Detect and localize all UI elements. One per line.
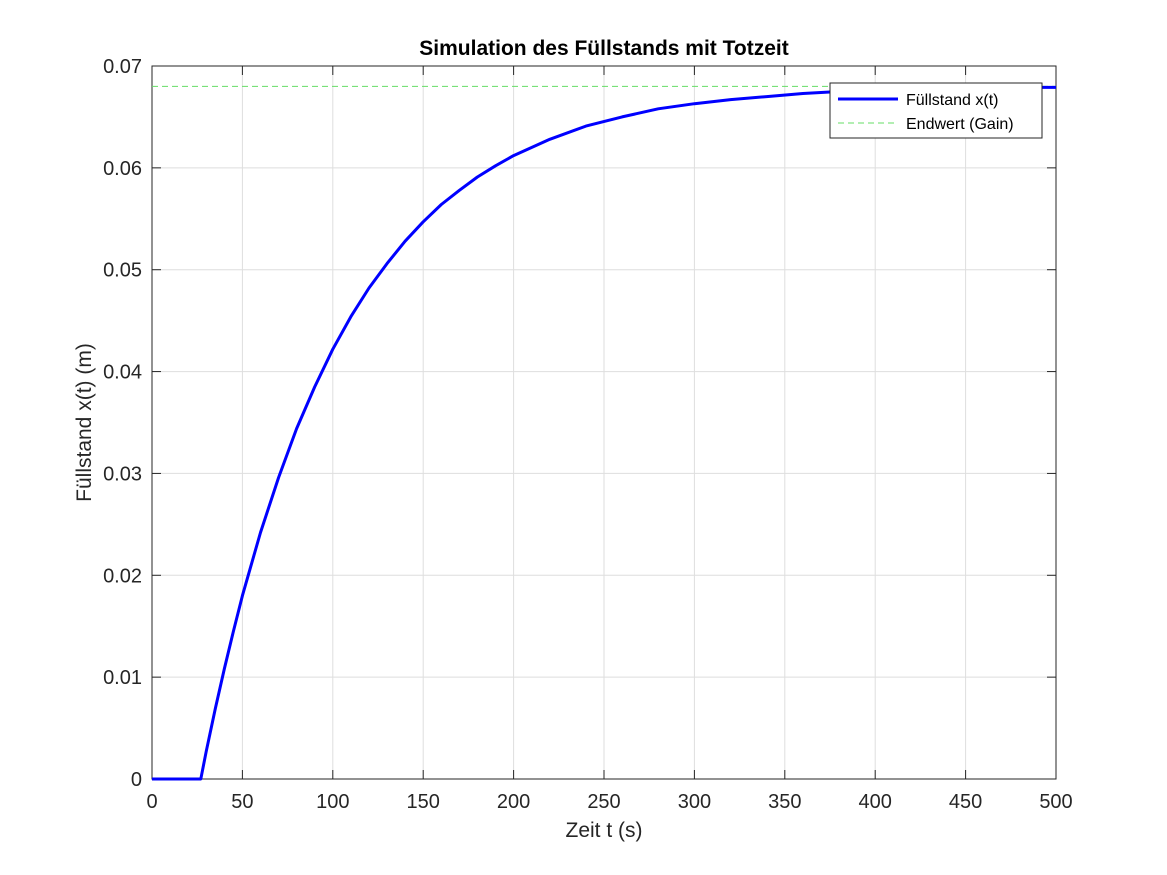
- x-tick-label: 400: [859, 791, 892, 813]
- legend-box: [829, 82, 1043, 139]
- x-tick-label: 50: [231, 791, 253, 813]
- y-axis-label: Füllstand x(t) (m): [73, 343, 96, 502]
- x-tick-label: 0: [146, 791, 157, 813]
- legend-label-fullstand: Füllstand x(t): [906, 92, 998, 109]
- x-axis-label: Zeit t (s): [566, 819, 643, 842]
- chart-title: Simulation des Füllstands mit Totzeit: [419, 37, 788, 60]
- x-tick-label: 150: [407, 791, 440, 813]
- x-tick-label: 100: [316, 791, 349, 813]
- x-tick-label: 200: [497, 791, 530, 813]
- x-tick-label: 300: [678, 791, 711, 813]
- y-tick-label: 0.02: [103, 565, 142, 587]
- y-tick-label: 0: [131, 769, 142, 791]
- y-tick-label: 0.06: [103, 158, 142, 180]
- y-tick-label: 0.05: [103, 260, 142, 282]
- x-tick-label: 350: [768, 791, 801, 813]
- ticks: 0 50 100 150 200 250 300 350 400 450 500 0 0.01 0.02 0…: [103, 56, 1073, 813]
- x-tick-label: 450: [949, 791, 982, 813]
- x-tick-label: 500: [1039, 791, 1072, 813]
- y-tick-label: 0.04: [103, 362, 142, 384]
- legend-label-endwert: Endwert (Gain): [906, 116, 1014, 133]
- y-tick-label: 0.01: [103, 667, 142, 689]
- y-tick-label: 0.07: [103, 56, 142, 78]
- legend: Füllstand x(t) Endwert (Gain): [829, 82, 1043, 139]
- y-tick-label: 0.03: [103, 463, 142, 485]
- x-tick-label: 250: [587, 791, 620, 813]
